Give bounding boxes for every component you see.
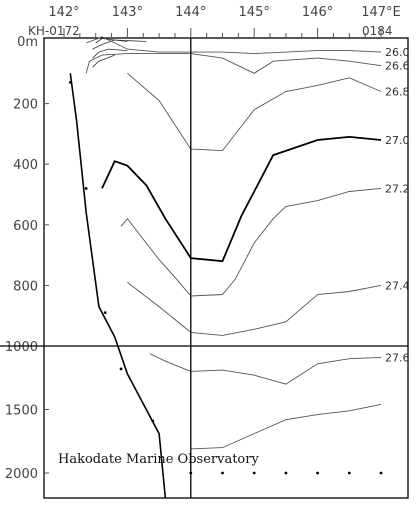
top-tick-label: 144° xyxy=(175,5,206,20)
left-tick-label: 600 xyxy=(13,219,38,234)
top-tick-label: 142° xyxy=(48,5,79,20)
station-dot xyxy=(103,311,107,315)
bottom-profile xyxy=(69,73,167,499)
isopleth-line xyxy=(149,353,382,385)
isopleth-label: 27.0 xyxy=(385,134,410,147)
isopleth-label: 26.0 xyxy=(385,46,410,59)
station-dot xyxy=(284,471,288,475)
shallow-isopleth-line xyxy=(92,48,128,59)
shallow-isopleth-line xyxy=(92,54,115,68)
isopleth-label: 27.2 xyxy=(385,182,410,195)
isopleth-lines xyxy=(85,36,382,450)
isopleth-labels: 26.026.6 26.8 27.0 27.2 27.4 27.6 xyxy=(385,46,410,364)
isopleth-line xyxy=(127,282,382,336)
left-tick-label: 1500 xyxy=(5,404,38,419)
isopleth-line xyxy=(120,187,382,297)
left-tick-label: 2000 xyxy=(5,467,38,482)
left-tick-label: 0m xyxy=(17,35,38,50)
isopleth-label: 26.6 xyxy=(385,60,410,73)
watermark: Hakodate Marine Observatory xyxy=(58,452,259,467)
isopleth-label: 27.4 xyxy=(385,279,410,292)
marker-lines xyxy=(0,38,408,498)
station-dot xyxy=(252,471,256,475)
left-tick-label: 400 xyxy=(13,158,38,173)
isopleth-label: 26.8 xyxy=(385,85,410,98)
isopleth-line xyxy=(190,403,382,450)
plot-frame xyxy=(43,37,409,499)
left-station-label: KH-0172 xyxy=(28,24,80,38)
isopleth-line xyxy=(127,72,382,152)
station-dot xyxy=(189,471,193,475)
station-dot xyxy=(84,187,88,190)
station-dot xyxy=(316,471,319,475)
top-axis-ticks: 142° 143° 144° 145° 146° 147°E xyxy=(48,5,401,38)
isopleth-line xyxy=(85,53,382,74)
isopleth-line xyxy=(86,36,382,55)
isopleth-line xyxy=(101,135,382,263)
left-axis-ticks: 0m 200 400 600 800 1000 1500 2000 xyxy=(5,35,49,482)
left-tick-label: 800 xyxy=(13,279,38,294)
station-dot xyxy=(151,419,155,423)
station-dot xyxy=(347,471,351,475)
station-dot xyxy=(119,367,123,371)
station-dot xyxy=(221,471,224,475)
seafloor-line xyxy=(69,73,167,499)
station-markers xyxy=(68,80,383,475)
shallow-isopleth-line xyxy=(92,39,147,50)
station-dot xyxy=(68,80,72,84)
top-tick-label: 143° xyxy=(112,5,143,20)
shallow-isopleths xyxy=(92,38,147,68)
top-tick-label: 145° xyxy=(239,5,270,20)
top-tick-label: 146° xyxy=(302,5,333,20)
left-tick-label: 1000 xyxy=(5,340,38,355)
station-dot xyxy=(379,471,383,475)
top-tick-label: 147°E xyxy=(361,5,401,20)
right-station-label: 0184 xyxy=(362,24,393,38)
isopleth-label: 27.6 xyxy=(385,351,410,364)
left-tick-label: 200 xyxy=(13,98,38,113)
